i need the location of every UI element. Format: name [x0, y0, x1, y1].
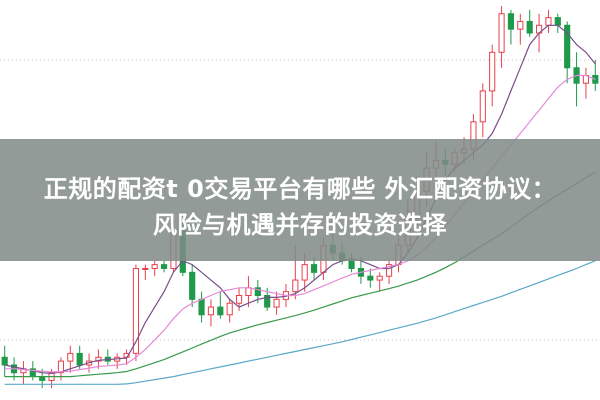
- candle-body: [217, 306, 224, 316]
- candle-body: [207, 306, 215, 316]
- candle-body: [57, 360, 65, 374]
- candle-body: [592, 74, 599, 84]
- candle-body: [507, 13, 515, 30]
- candle-body: [76, 352, 83, 366]
- candle-body: [273, 298, 280, 308]
- candle-body: [310, 264, 318, 273]
- banner-title-line-2: 风险与机遇并存的投资选择: [153, 211, 447, 239]
- ma-line-ma60: [4, 260, 596, 385]
- candle-body: [554, 17, 561, 26]
- candle-body: [198, 298, 205, 316]
- candle-body: [142, 267, 149, 270]
- candle-body: [160, 264, 168, 269]
- ma-line-ma5: [4, 24, 596, 375]
- candle-body: [367, 275, 374, 281]
- candle-body: [189, 271, 196, 300]
- title-banner: 正规的配资t 0交易平台有哪些 外汇配资协议： 风险与机遇并存的投资选择: [0, 139, 600, 261]
- candle-body: [292, 279, 299, 293]
- candle-body: [498, 13, 505, 53]
- candle-body: [545, 17, 552, 26]
- candle-body: [264, 295, 271, 308]
- banner-title-line-1: 正规的配资t 0交易平台有哪些 外汇配资协议：: [43, 175, 557, 203]
- candle-body: [151, 264, 158, 269]
- candle-body: [1, 356, 8, 366]
- candle-body: [376, 275, 383, 281]
- candle-body: [226, 302, 233, 316]
- candle-body: [301, 264, 308, 281]
- candle-body: [67, 352, 74, 362]
- candle-body: [95, 356, 102, 362]
- candle-body: [132, 267, 140, 354]
- candle-body: [526, 20, 533, 34]
- candle-body: [254, 287, 261, 296]
- candle-body: [564, 24, 571, 69]
- candle-body: [479, 90, 486, 123]
- candle-body: [245, 287, 252, 296]
- candle-body: [235, 295, 243, 304]
- candle-body: [489, 51, 496, 92]
- candle-body: [517, 20, 524, 30]
- candle-body: [348, 260, 355, 269]
- candle-body: [385, 264, 393, 277]
